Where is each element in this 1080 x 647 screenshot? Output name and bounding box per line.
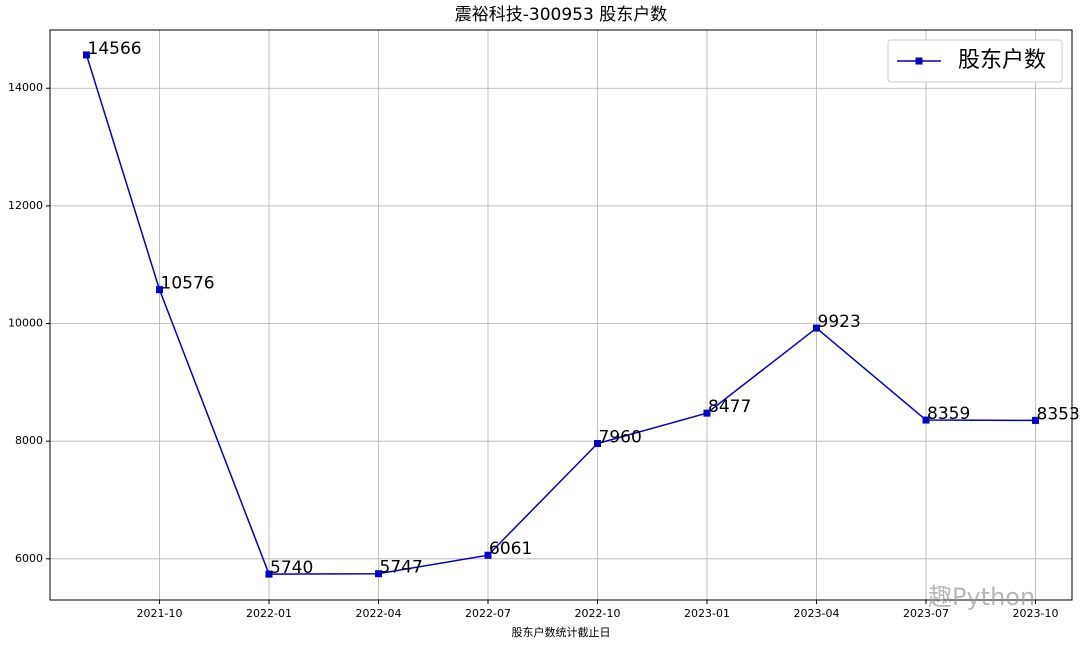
data-point — [703, 409, 711, 417]
x-tick-label: 2023-04 — [794, 607, 840, 620]
data-label: 8477 — [708, 397, 751, 417]
data-label: 7960 — [599, 428, 642, 448]
x-tick-label: 2022-01 — [246, 607, 292, 620]
data-point — [922, 416, 930, 424]
data-label: 10576 — [161, 274, 215, 294]
y-tick-label: 8000 — [15, 434, 43, 447]
x-tick-label: 2023-07 — [903, 607, 949, 620]
legend-label: 股东户数 — [958, 48, 1046, 73]
x-tick-label: 2023-10 — [1013, 607, 1059, 620]
data-point — [265, 570, 273, 578]
data-label: 5747 — [380, 558, 423, 578]
data-point — [813, 324, 820, 332]
data-point — [484, 551, 492, 559]
y-tick-label: 6000 — [15, 552, 43, 565]
x-tick-label: 2023-01 — [684, 607, 730, 620]
watermark: 趣Python — [928, 583, 1035, 611]
legend-box — [887, 39, 1063, 83]
legend: 股东户数 — [887, 39, 1063, 83]
legend-marker — [915, 57, 923, 65]
y-tick-label: 10000 — [8, 317, 43, 330]
data-label: 14566 — [88, 39, 142, 59]
x-axis-label: 股东户数统计截止日 — [512, 625, 611, 639]
data-label: 9923 — [818, 312, 861, 332]
x-tick-label: 2022-07 — [465, 607, 511, 620]
data-point — [1032, 416, 1039, 424]
x-tick-label: 2022-10 — [575, 607, 621, 620]
plot-frame — [49, 29, 1073, 601]
x-tick-label: 2022-04 — [356, 607, 402, 620]
chart-title: 震裕科技-300953 股东户数 — [455, 5, 667, 25]
data-label: 8353 — [1037, 404, 1080, 424]
data-point — [83, 51, 90, 59]
data-line — [85, 54, 1036, 575]
data-point — [156, 286, 163, 294]
data-point — [594, 440, 601, 448]
data-label: 5740 — [270, 558, 313, 578]
x-tick-label: 2021-10 — [137, 607, 183, 620]
data-label: 6061 — [489, 539, 532, 559]
y-tick-label: 14000 — [8, 81, 43, 94]
y-tick-label: 12000 — [8, 199, 43, 212]
data-point — [375, 570, 382, 578]
data-label: 8359 — [927, 404, 970, 424]
